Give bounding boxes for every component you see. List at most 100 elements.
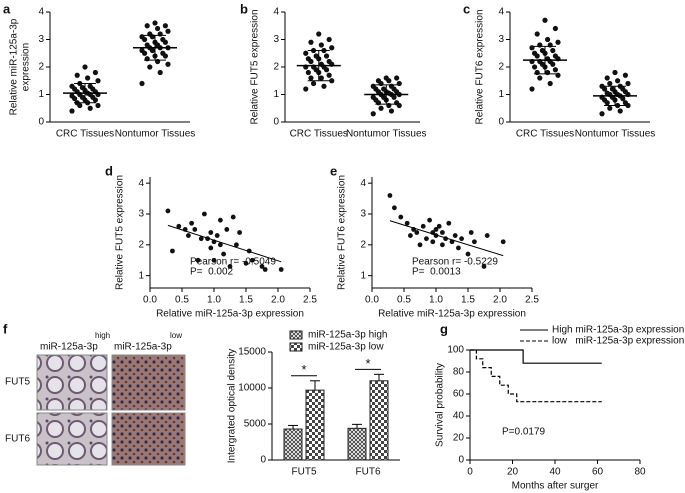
point: [370, 83, 376, 89]
x-tick-label: 1.5: [461, 295, 475, 306]
y-tick-label: 3: [138, 209, 144, 220]
point: [160, 36, 166, 43]
point: [609, 86, 616, 92]
point: [607, 80, 613, 87]
point: [208, 230, 214, 235]
point: [542, 17, 548, 23]
legend-label: low miR-125a-3p expression: [552, 336, 684, 347]
point: [85, 75, 91, 81]
point: [370, 111, 376, 117]
x-tick-label: CRC Tissues: [56, 129, 114, 140]
x-tick-label: 0.0: [365, 295, 379, 306]
sd-bar: [604, 85, 626, 106]
point: [417, 242, 423, 248]
x-tick-label: Nontumor Tissues: [115, 129, 196, 140]
annotation: P= 0.0013: [412, 267, 461, 278]
point: [532, 50, 538, 56]
y-tick-label: 2: [138, 239, 144, 250]
point: [539, 47, 546, 54]
point: [446, 220, 452, 226]
point: [305, 56, 311, 62]
point: [387, 193, 393, 198]
error-bar: [288, 424, 298, 430]
point: [259, 264, 265, 269]
y-tick-label: 4: [498, 7, 504, 18]
point: [202, 211, 207, 217]
point: [408, 233, 413, 238]
y-tick-label: 1: [273, 89, 279, 100]
point: [545, 36, 551, 43]
point: [243, 260, 249, 266]
x-tick-label: 1.0: [429, 295, 443, 306]
point: [170, 248, 175, 254]
point: [139, 34, 145, 40]
point: [69, 108, 75, 114]
point: [326, 36, 332, 43]
y-tick-label: 3: [273, 34, 279, 45]
y-tick-label: 0: [498, 117, 504, 128]
ihc-image: [111, 412, 186, 466]
x-tick-label: 2.5: [525, 295, 539, 306]
point: [550, 47, 556, 54]
point: [147, 64, 153, 70]
point: [208, 245, 214, 251]
point: [310, 80, 317, 87]
point: [547, 80, 553, 87]
y-tick-label: 1: [498, 89, 504, 100]
point: [529, 45, 535, 51]
annotation: P= 0.002: [190, 267, 234, 278]
point: [329, 45, 335, 51]
point: [465, 251, 471, 257]
column-sup: high: [95, 331, 110, 340]
point: [79, 85, 85, 91]
point: [221, 251, 227, 257]
point: [155, 25, 161, 32]
point: [420, 223, 426, 229]
sd-bar: [74, 83, 96, 104]
point: [555, 39, 561, 45]
annotation: *: [301, 362, 306, 377]
point: [392, 205, 397, 211]
x-tick-label: CRC Tissues: [516, 129, 574, 140]
x-axis-label: Months after surger: [512, 481, 599, 492]
point: [139, 47, 145, 54]
point: [160, 50, 166, 56]
point: [388, 108, 395, 114]
point: [424, 236, 429, 242]
y-tick-label: 4: [360, 178, 366, 189]
point: [433, 227, 439, 232]
point: [95, 102, 101, 109]
x-tick-label: 80: [634, 467, 646, 478]
point: [95, 78, 101, 84]
point: [176, 223, 182, 229]
point: [189, 220, 195, 226]
legend-label: miR-125a-3p low: [308, 342, 384, 353]
point: [617, 108, 623, 114]
point: [552, 25, 559, 32]
sd-bar: [307, 50, 330, 82]
point: [195, 257, 201, 263]
panel-label: e: [330, 163, 337, 178]
y-tick-label: 3: [38, 34, 44, 45]
fit-line: [389, 220, 504, 257]
point: [404, 220, 410, 226]
point: [227, 264, 233, 269]
point: [152, 20, 158, 26]
sd-bar: [144, 34, 166, 61]
point: [162, 23, 168, 29]
point: [230, 214, 236, 220]
point: [378, 105, 384, 111]
annotation: *: [365, 356, 370, 371]
point: [318, 42, 324, 48]
point: [250, 257, 255, 263]
y-tick-label: 40: [453, 411, 465, 422]
point: [622, 100, 629, 106]
annotation: Pearson r= -0.5229: [412, 257, 498, 268]
point: [313, 53, 319, 59]
point: [555, 72, 561, 78]
sd-bar: [375, 84, 398, 105]
point: [375, 78, 382, 84]
y-axis-label: Relative miR-125a-3p: [9, 18, 20, 115]
point: [484, 233, 490, 238]
x-tick-label: CRC Tissues: [290, 129, 348, 140]
